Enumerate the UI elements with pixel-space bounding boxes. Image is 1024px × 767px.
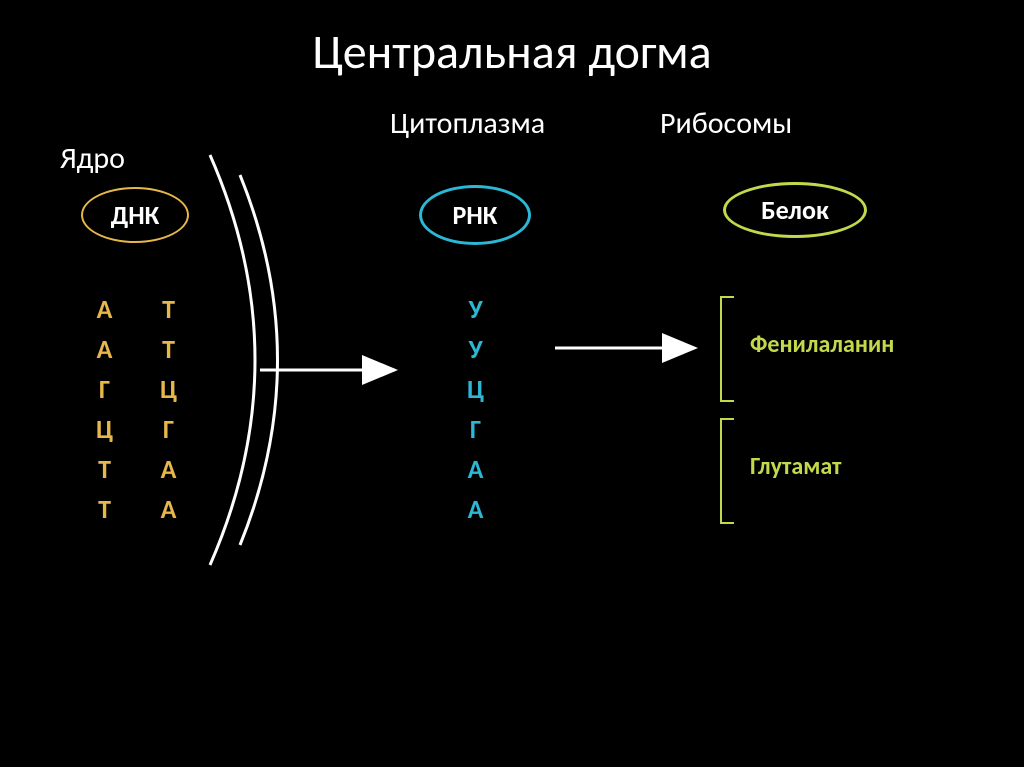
dna-strand-right: ТТЦГАА	[160, 296, 177, 522]
rna-label: РНК	[453, 199, 498, 231]
dna-base: А	[96, 336, 113, 362]
amino-acid-label: Глутамат	[750, 452, 841, 481]
dna-base: А	[160, 456, 177, 482]
rna-base: Ц	[467, 376, 484, 402]
codon-bracket	[720, 418, 722, 522]
bracket-tick	[720, 522, 734, 524]
label-ribosomes: Рибосомы	[660, 105, 792, 142]
amino-acid-label: Фенилаланин	[750, 330, 894, 359]
bracket-tick	[720, 296, 734, 298]
dna-base: Ц	[96, 416, 113, 442]
protein-node: Белок	[723, 182, 867, 238]
dna-node: ДНК	[81, 187, 189, 243]
rna-base: А	[467, 456, 484, 482]
dna-base: Т	[160, 336, 177, 362]
nucleus-arc-2	[240, 175, 278, 545]
nucleus-arc-1	[210, 155, 255, 565]
codon-bracket	[720, 296, 722, 400]
rna-base: Г	[467, 416, 484, 442]
rna-base: У	[467, 296, 484, 322]
label-cytoplasm: Цитоплазма	[390, 105, 545, 142]
bracket-tick	[720, 418, 734, 420]
rna-base: А	[467, 496, 484, 522]
label-nucleus: Ядро	[60, 140, 125, 177]
page-title: Центральная догма	[0, 22, 1024, 81]
dna-base: А	[96, 296, 113, 322]
dna-label: ДНК	[111, 199, 160, 231]
protein-label: Белок	[761, 194, 829, 226]
rna-node: РНК	[419, 185, 531, 245]
dna-base: Т	[160, 296, 177, 322]
dna-base: Т	[96, 496, 113, 522]
dna-base: Ц	[160, 376, 177, 402]
rna-sequence: УУЦГАА	[467, 296, 484, 522]
rna-base: У	[467, 336, 484, 362]
dna-base: Г	[96, 376, 113, 402]
dna-strand-left: ААГЦТТ	[96, 296, 113, 522]
dna-base: А	[160, 496, 177, 522]
dna-base: Г	[160, 416, 177, 442]
bracket-tick	[720, 400, 734, 402]
dna-base: Т	[96, 456, 113, 482]
